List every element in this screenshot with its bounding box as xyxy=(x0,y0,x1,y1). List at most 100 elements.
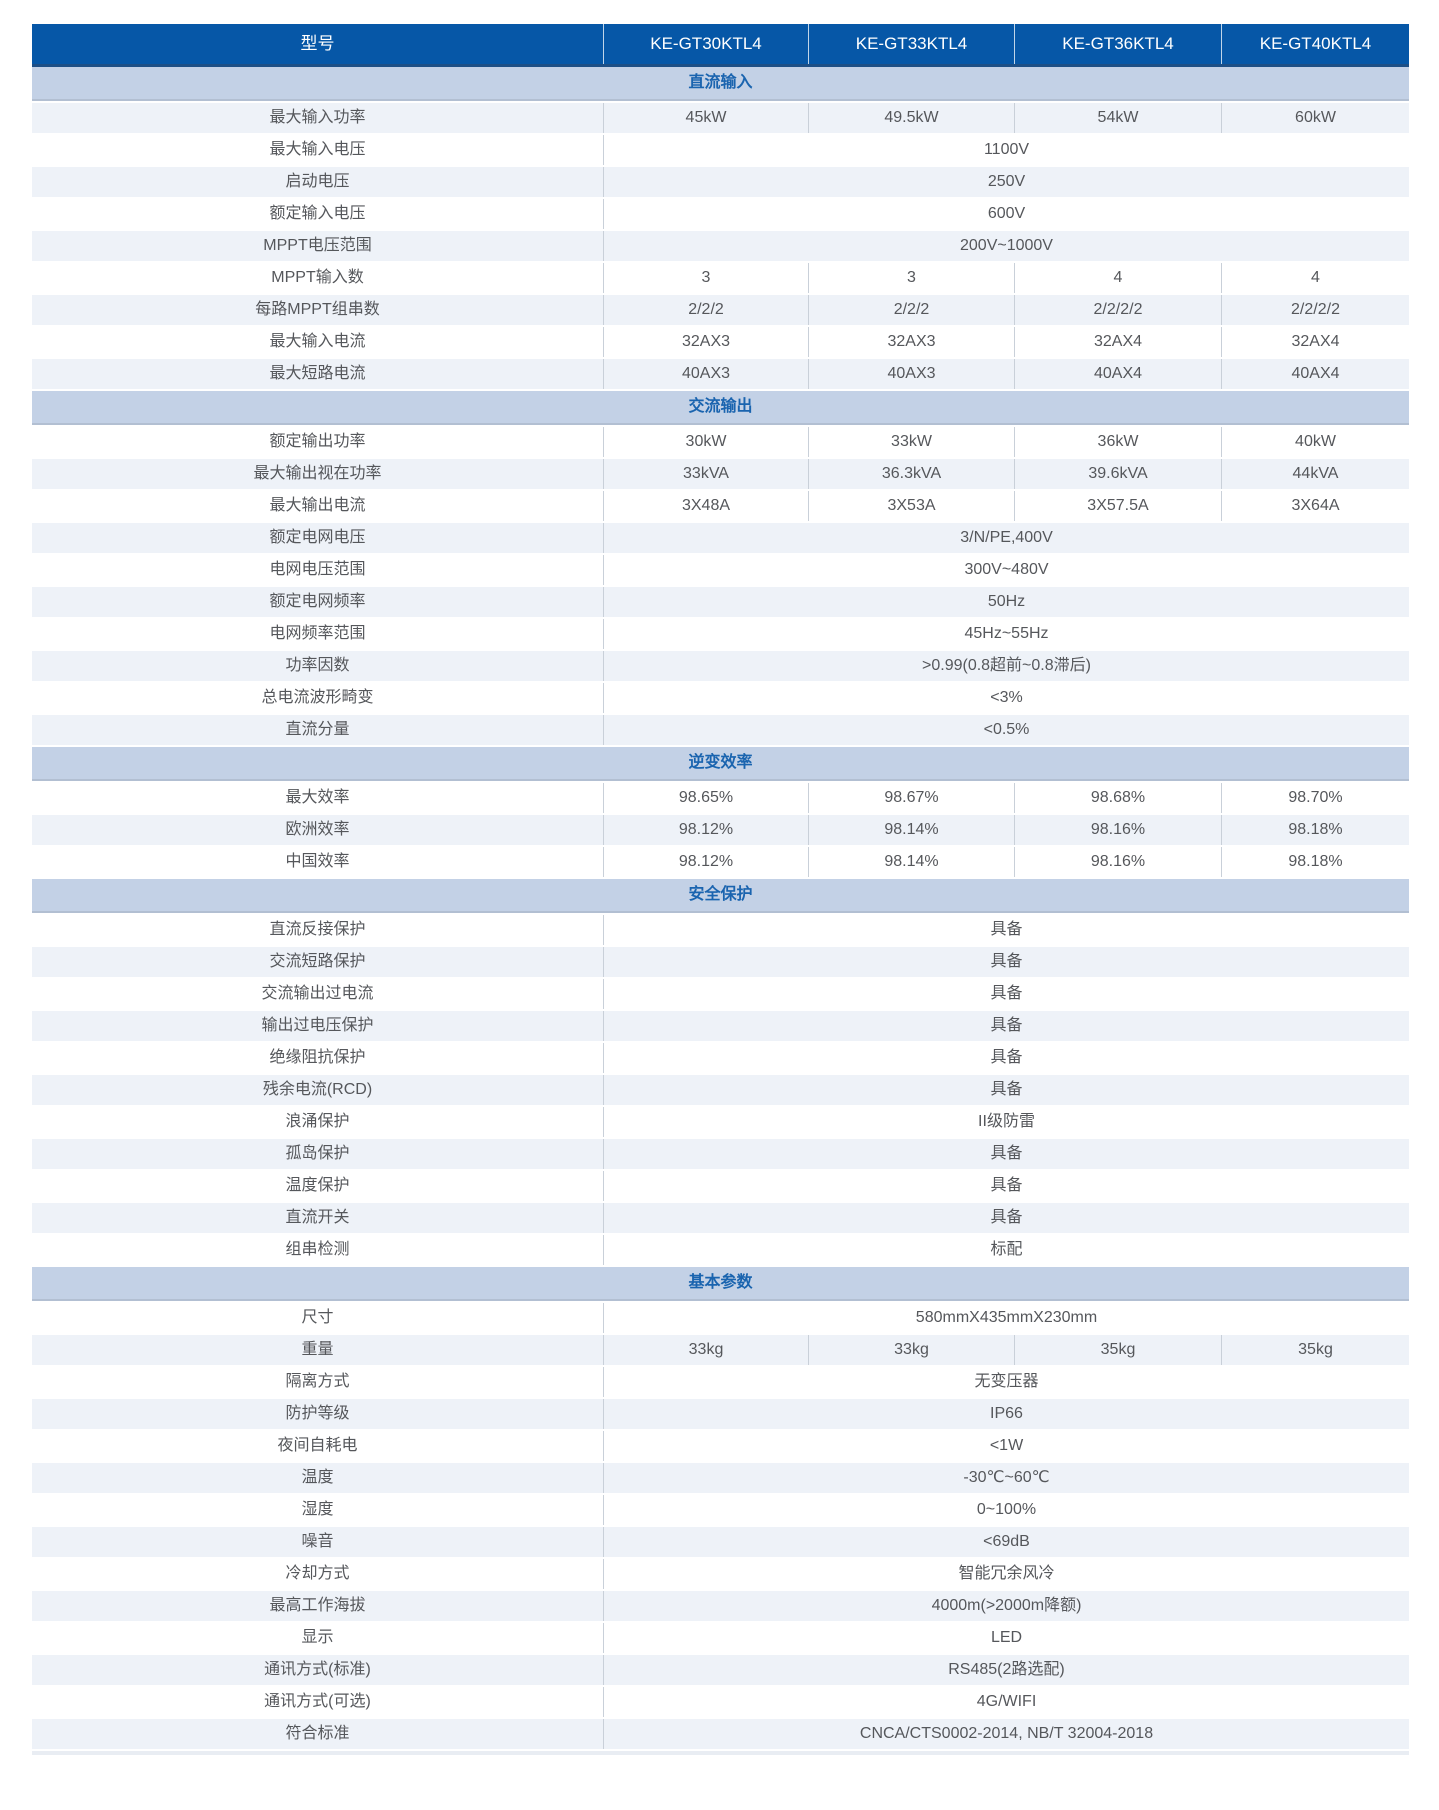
section-title: 基本参数 xyxy=(688,1274,753,1291)
spec-value-shared: 50Hz xyxy=(603,587,1409,617)
section-header-row: 直流输入 xyxy=(32,67,1409,101)
spec-label: 显示 xyxy=(301,1629,334,1646)
spec-value: 98.18% xyxy=(1221,847,1409,877)
spec-value: 30kW xyxy=(603,427,808,457)
spec-label: 功率因数 xyxy=(285,657,350,674)
spec-row: 孤岛保护 具备 xyxy=(32,1139,1409,1169)
spec-value: 32AX3 xyxy=(603,327,808,357)
spec-row: 最高工作海拔 4000m(>2000m降额) xyxy=(32,1591,1409,1621)
spec-label: 交流输出过电流 xyxy=(261,985,374,1002)
spec-row: 通讯方式(标准) RS485(2路选配) xyxy=(32,1655,1409,1685)
spec-label: 防护等级 xyxy=(285,1405,350,1422)
spec-label: 组串检测 xyxy=(285,1241,350,1258)
spec-label: 通讯方式(标准) xyxy=(264,1661,371,1678)
spec-label: 额定输出功率 xyxy=(269,433,366,450)
spec-value-shared: 600V xyxy=(603,199,1409,229)
spec-label: 夜间自耗电 xyxy=(277,1437,358,1454)
spec-label: 最大输入功率 xyxy=(269,109,366,126)
spec-label: 最大效率 xyxy=(285,789,350,806)
spec-value: 32AX4 xyxy=(1014,327,1221,357)
spec-value: 60kW xyxy=(1221,103,1409,133)
spec-row: 冷却方式 智能冗余风冷 xyxy=(32,1559,1409,1589)
spec-label: 湿度 xyxy=(301,1501,334,1518)
spec-label: 浪涌保护 xyxy=(285,1113,350,1130)
spec-label: 直流分量 xyxy=(285,721,350,738)
spec-value: 4 xyxy=(1221,263,1409,293)
spec-label: 温度 xyxy=(301,1469,334,1486)
spec-value: 2/2/2/2 xyxy=(1221,295,1409,325)
spec-label: 欧洲效率 xyxy=(285,821,350,838)
spec-row: 交流输出过电流 具备 xyxy=(32,979,1409,1009)
spec-value: 3X57.5A xyxy=(1014,491,1221,521)
spec-row: 交流短路保护 具备 xyxy=(32,947,1409,977)
header-model-name: KE-GT36KTL4 xyxy=(1014,24,1221,64)
spec-value: 33kg xyxy=(808,1335,1014,1365)
header-model-label: 型号 xyxy=(300,34,335,53)
spec-value-shared: 1100V xyxy=(603,135,1409,165)
spec-row: 显示 LED xyxy=(32,1623,1409,1653)
spec-label: 最大输出电流 xyxy=(269,497,366,514)
spec-value: 98.18% xyxy=(1221,815,1409,845)
spec-value: 3 xyxy=(808,263,1014,293)
spec-value-shared: -30℃~60℃ xyxy=(603,1463,1409,1493)
spec-row: 绝缘阻抗保护 具备 xyxy=(32,1043,1409,1073)
spec-label: 每路MPPT组串数 xyxy=(255,301,380,318)
table-header-row: 型号 KE-GT30KTL4 KE-GT33KTL4 KE-GT36KTL4 K… xyxy=(32,24,1409,67)
spec-row: 直流反接保护 具备 xyxy=(32,915,1409,945)
spec-value-shared: 具备 xyxy=(603,1011,1409,1041)
spec-row: 直流开关 具备 xyxy=(32,1203,1409,1233)
spec-label: 最大输入电流 xyxy=(269,333,366,350)
spec-value: 98.12% xyxy=(603,815,808,845)
spec-value-shared: 具备 xyxy=(603,1171,1409,1201)
spec-label: 最大输出视在功率 xyxy=(253,465,382,482)
spec-value-shared: 具备 xyxy=(603,915,1409,945)
spec-value: 3X64A xyxy=(1221,491,1409,521)
spec-label: 额定电网频率 xyxy=(269,593,366,610)
spec-row: 电网频率范围 45Hz~55Hz xyxy=(32,619,1409,649)
spec-label: 残余电流(RCD) xyxy=(262,1081,373,1098)
header-model-name: KE-GT30KTL4 xyxy=(603,24,808,64)
spec-value-shared: 具备 xyxy=(603,1203,1409,1233)
spec-label: 通讯方式(可选) xyxy=(264,1693,371,1710)
spec-value-shared: 4G/WIFI xyxy=(603,1687,1409,1717)
spec-row: 重量 33kg 33kg 35kg 35kg xyxy=(32,1335,1409,1365)
spec-value: 98.12% xyxy=(603,847,808,877)
spec-value-shared: RS485(2路选配) xyxy=(603,1655,1409,1685)
spec-row: 最大效率 98.65% 98.67% 98.68% 98.70% xyxy=(32,783,1409,813)
spec-value: 4 xyxy=(1014,263,1221,293)
spec-label: 冷却方式 xyxy=(285,1565,350,1582)
spec-value-shared: <1W xyxy=(603,1431,1409,1461)
spec-value-shared: CNCA/CTS0002-2014, NB/T 32004-2018 xyxy=(603,1719,1409,1749)
spec-value-shared: 标配 xyxy=(603,1235,1409,1265)
spec-value: 98.16% xyxy=(1014,847,1221,877)
spec-row: 电网电压范围 300V~480V xyxy=(32,555,1409,585)
spec-row: 功率因数 >0.99(0.8超前~0.8滞后) xyxy=(32,651,1409,681)
spec-value: 40AX3 xyxy=(603,359,808,389)
spec-label: MPPT电压范围 xyxy=(263,237,372,254)
spec-value: 3X48A xyxy=(603,491,808,521)
spec-row: 最大输入电流 32AX3 32AX3 32AX4 32AX4 xyxy=(32,327,1409,357)
section-header-row: 交流输出 xyxy=(32,391,1409,425)
spec-value: 98.70% xyxy=(1221,783,1409,813)
spec-label: 电网频率范围 xyxy=(269,625,366,642)
spec-label: 隔离方式 xyxy=(285,1373,350,1390)
spec-value: 33kg xyxy=(603,1335,808,1365)
spec-value: 32AX4 xyxy=(1221,327,1409,357)
spec-value: 44kVA xyxy=(1221,459,1409,489)
section-title: 直流输入 xyxy=(688,74,753,91)
spec-value: 39.6kVA xyxy=(1014,459,1221,489)
spec-value: 3 xyxy=(603,263,808,293)
spec-value: 35kg xyxy=(1014,1335,1221,1365)
spec-label: 直流反接保护 xyxy=(269,921,366,938)
spec-row: 尺寸 580mmX435mmX230mm xyxy=(32,1303,1409,1333)
spec-value-shared: 具备 xyxy=(603,979,1409,1009)
spec-label: 孤岛保护 xyxy=(285,1145,350,1162)
spec-value-shared: II级防雷 xyxy=(603,1107,1409,1137)
spec-value: 98.16% xyxy=(1014,815,1221,845)
spec-label: MPPT输入数 xyxy=(271,269,364,286)
spec-label: 尺寸 xyxy=(301,1309,334,1326)
spec-value-shared: 4000m(>2000m降额) xyxy=(603,1591,1409,1621)
spec-value: 2/2/2/2 xyxy=(1014,295,1221,325)
spec-row: 最大输出视在功率 33kVA 36.3kVA 39.6kVA 44kVA xyxy=(32,459,1409,489)
spec-value-shared: 200V~1000V xyxy=(603,231,1409,261)
